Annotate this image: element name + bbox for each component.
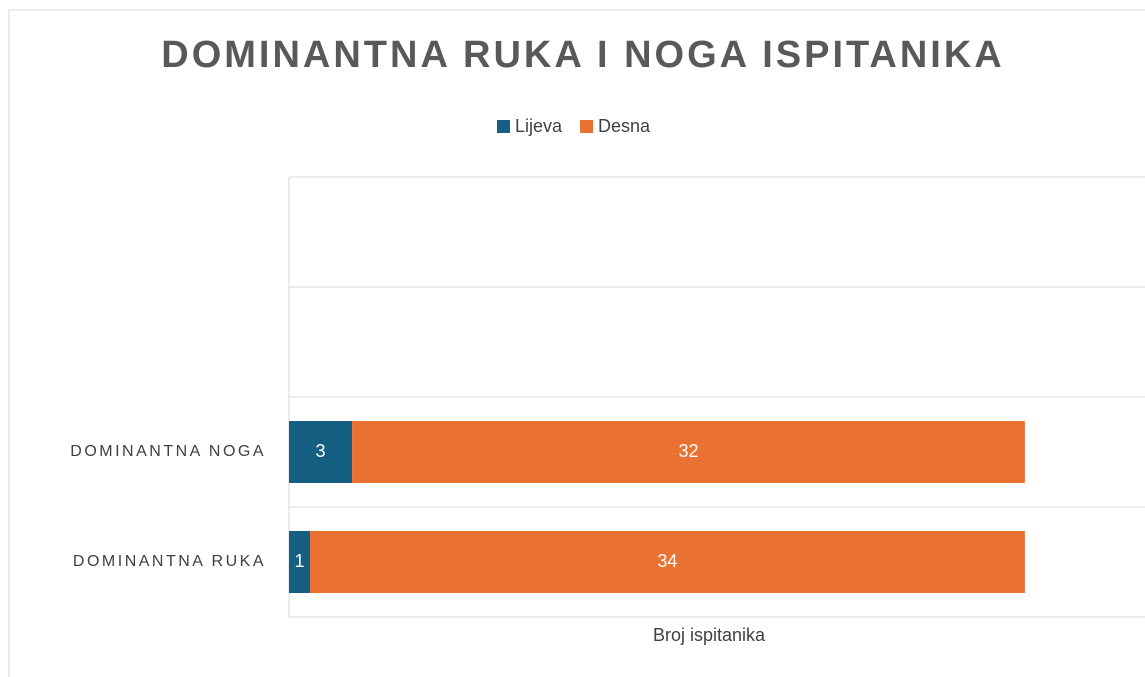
legend-swatch [497, 120, 510, 133]
legend-label: Lijeva [515, 116, 563, 136]
legend-swatch [580, 120, 594, 133]
data-label: 34 [657, 551, 677, 571]
chart-title: DOMINANTNA RUKA I NOGA ISPITANIKA [161, 34, 1005, 76]
y-tick-label: DOMINANTNA RUKA [73, 553, 266, 570]
y-tick-label: DOMINANTNA NOGA [70, 443, 266, 460]
bar-segment [352, 421, 1025, 483]
bar-segment [289, 421, 353, 483]
x-axis-label: Broj ispitanika [653, 625, 766, 645]
data-label: 3 [316, 441, 326, 461]
bar-segment [310, 531, 1025, 593]
data-label: 32 [678, 441, 698, 461]
legend-label: Desna [598, 116, 651, 136]
data-label: 1 [295, 551, 305, 571]
bar-segment [289, 531, 311, 593]
